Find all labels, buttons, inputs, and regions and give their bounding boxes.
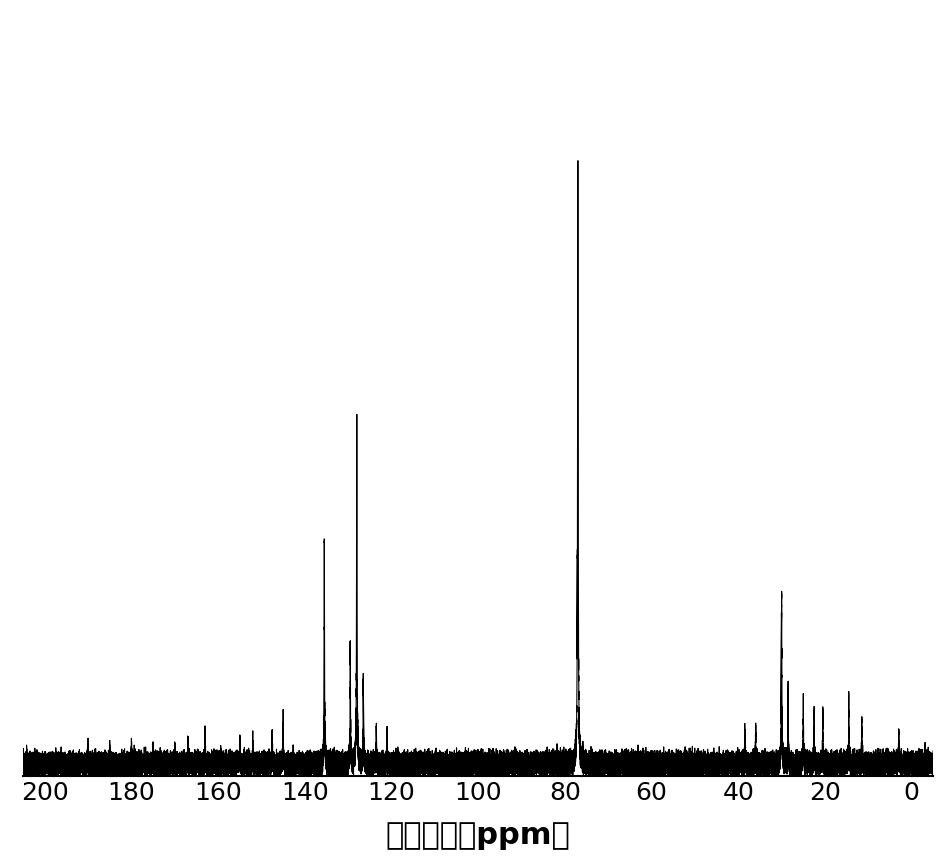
- X-axis label: 化学位移（ppm）: 化学位移（ppm）: [386, 821, 571, 851]
